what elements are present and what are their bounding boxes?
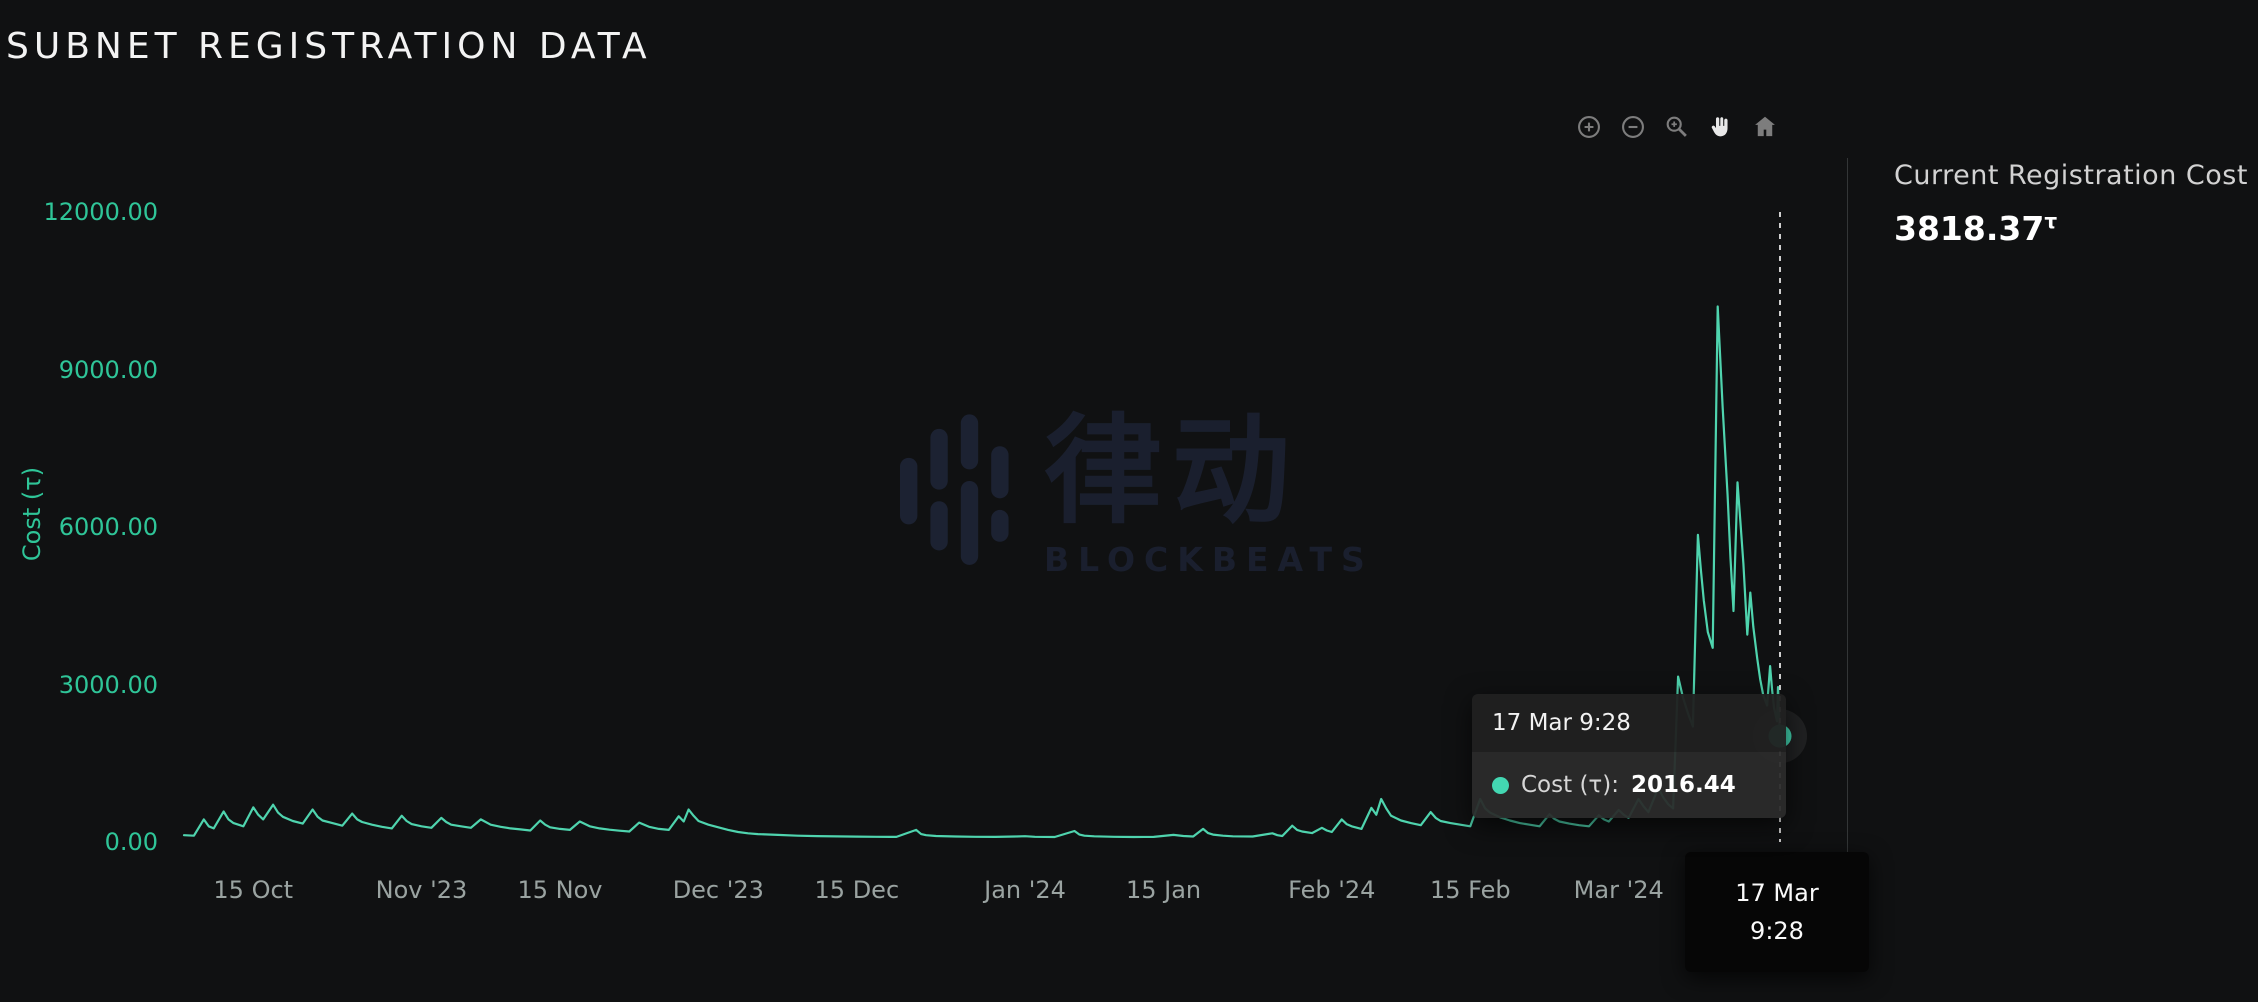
x-tick-label: Mar '24 bbox=[1573, 876, 1664, 904]
y-tick-label: 0.00 bbox=[104, 828, 158, 856]
current-cost-panel: Current Registration Cost 3818.37τ bbox=[1894, 160, 2254, 248]
tooltip-value: 2016.44 bbox=[1631, 772, 1736, 798]
x-tick-label: Jan '24 bbox=[984, 876, 1066, 904]
y-tick-label: 3000.00 bbox=[58, 670, 158, 699]
x-tick-label: 15 Oct bbox=[213, 876, 294, 904]
y-tick-label: 6000.00 bbox=[58, 513, 158, 541]
x-tick-label: 15 Feb bbox=[1429, 876, 1511, 904]
series-dot-icon bbox=[1492, 776, 1509, 794]
zoom-in-icon[interactable] bbox=[1574, 112, 1604, 142]
home-icon[interactable] bbox=[1750, 112, 1780, 142]
zoom-icon[interactable] bbox=[1662, 112, 1692, 142]
tau-unit: τ bbox=[2044, 209, 2058, 233]
current-cost-label: Current Registration Cost bbox=[1894, 160, 2248, 191]
x-tick-label: Nov '23 bbox=[375, 876, 468, 904]
x-hover-date: 17 Mar bbox=[1735, 879, 1819, 907]
chart-modebar bbox=[1574, 112, 1780, 142]
zoom-out-icon[interactable] bbox=[1618, 112, 1648, 142]
current-cost-value: 3818.37τ bbox=[1894, 209, 2058, 248]
x-axis-hover-label: 17 Mar 9:28 bbox=[1685, 852, 1869, 972]
x-tick-label: 15 Jan bbox=[1125, 876, 1202, 904]
hover-tooltip: 17 Mar 9:28 Cost (τ): 2016.44 bbox=[1472, 694, 1786, 818]
tooltip-timestamp: 17 Mar 9:28 bbox=[1472, 694, 1786, 752]
x-hover-time: 9:28 bbox=[1750, 917, 1804, 945]
x-tick-label: 15 Nov bbox=[517, 876, 603, 904]
x-tick-label: 15 Dec bbox=[814, 876, 900, 904]
pan-icon[interactable] bbox=[1706, 112, 1736, 142]
x-tick-label: Dec '23 bbox=[672, 876, 764, 904]
y-tick-label: 12000.00 bbox=[43, 198, 158, 226]
y-tick-label: 9000.00 bbox=[58, 355, 158, 384]
tooltip-series-label: Cost (τ): bbox=[1521, 772, 1619, 798]
x-tick-label: Feb '24 bbox=[1288, 876, 1376, 904]
page-title: SUBNET REGISTRATION DATA bbox=[6, 26, 652, 67]
panel-divider bbox=[1847, 158, 1848, 864]
